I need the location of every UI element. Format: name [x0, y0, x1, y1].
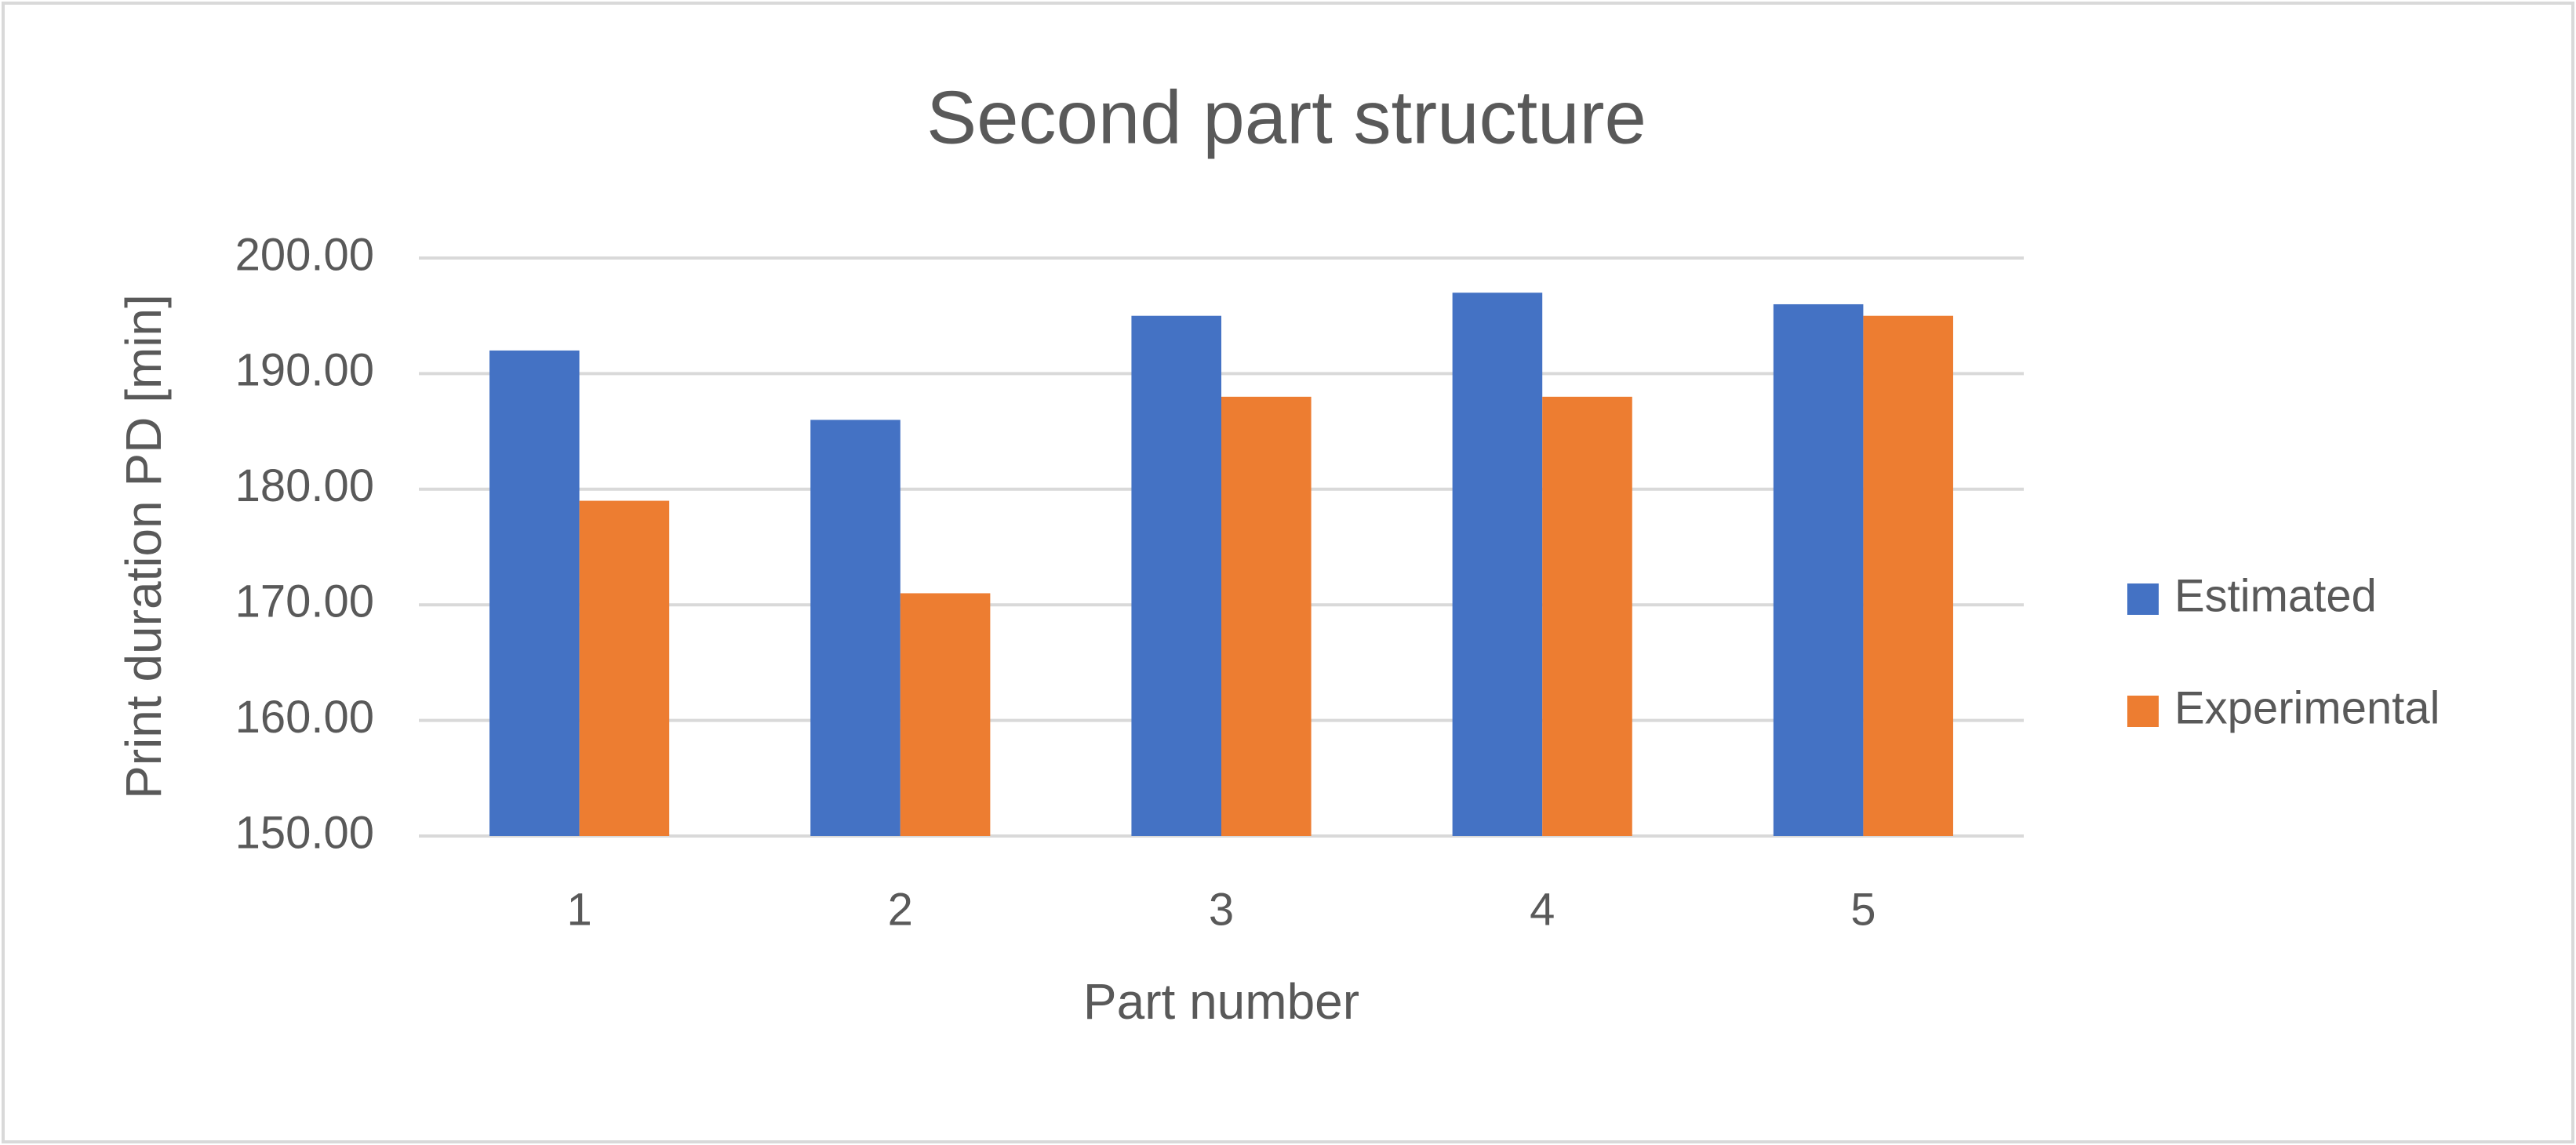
y-tick-label: 160.00 [235, 692, 374, 743]
x-axis-title: Part number [1083, 973, 1359, 1030]
x-tick-label: 1 [566, 884, 591, 935]
bar [810, 420, 901, 836]
y-tick-label: 180.00 [235, 460, 374, 511]
bar [1131, 315, 1221, 836]
x-tick-label: 5 [1850, 884, 1876, 935]
bar [489, 350, 580, 836]
bar [579, 500, 670, 836]
x-tick-label: 3 [1209, 884, 1234, 935]
bar [1542, 396, 1632, 836]
bar [1773, 304, 1864, 837]
x-tick-label: 4 [1530, 884, 1555, 935]
y-axis-title: Print duration PD [min] [115, 294, 172, 799]
legend-swatch [2127, 583, 2159, 615]
legend-label: Estimated [2174, 570, 2377, 621]
bar [1221, 396, 1312, 836]
x-tick-label: 2 [888, 884, 913, 935]
y-tick-label: 200.00 [235, 229, 374, 280]
legend-swatch [2127, 696, 2159, 727]
y-tick-label: 190.00 [235, 345, 374, 396]
y-tick-label: 170.00 [235, 576, 374, 627]
legend-label: Experimental [2174, 682, 2440, 733]
bar [1863, 315, 1953, 836]
chart-title: Second part structure [926, 75, 1646, 159]
y-tick-label: 150.00 [235, 807, 374, 858]
bar [900, 593, 991, 836]
bar [1452, 293, 1543, 837]
